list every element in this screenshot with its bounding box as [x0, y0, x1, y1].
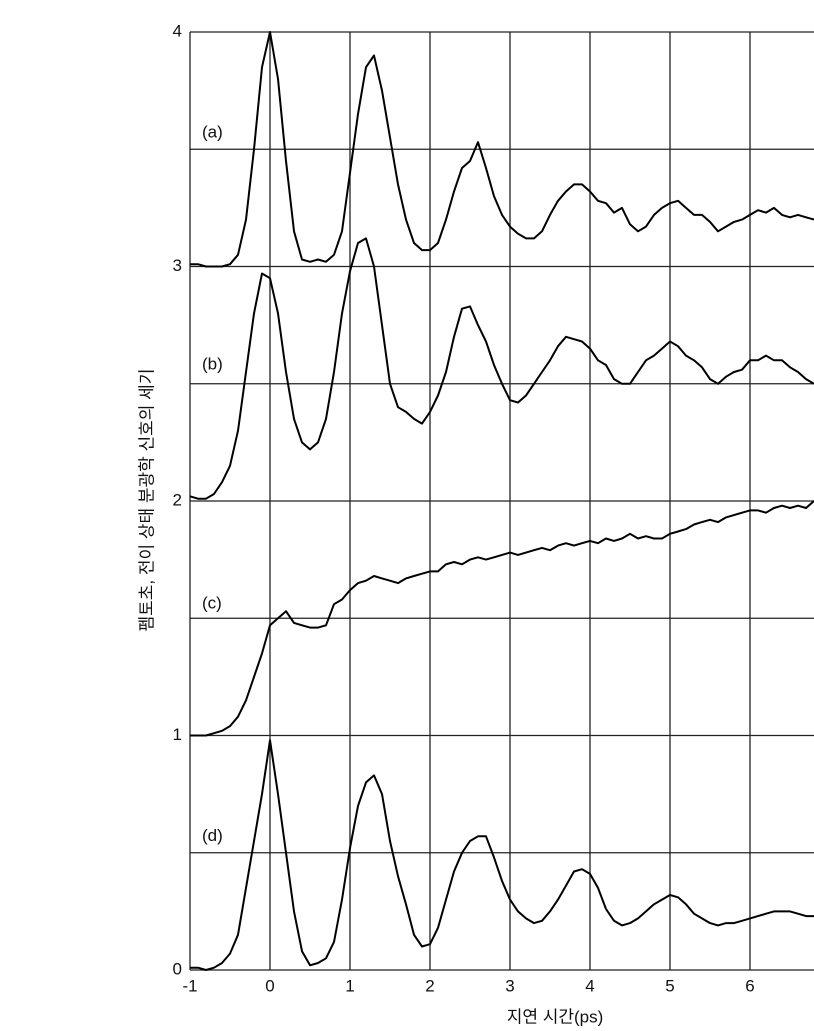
x-tick-label: 1: [345, 976, 354, 995]
x-tick-label: 6: [745, 976, 754, 995]
y-tick-label: 1: [173, 725, 182, 744]
x-tick-label: 2: [425, 976, 434, 995]
y-tick-label: 2: [173, 490, 182, 509]
y-axis-title: 펨토초, 전이 상태 분광학 신호의 세기: [137, 369, 156, 632]
x-tick-label: 0: [265, 976, 274, 995]
x-tick-label: -1: [182, 976, 197, 995]
y-tick-label: 3: [173, 256, 182, 275]
y-tick-label: 4: [173, 21, 182, 40]
x-axis-title: 지연 시간(ps): [507, 1007, 604, 1026]
x-tick-label: 4: [585, 976, 594, 995]
series-line: [190, 31, 814, 268]
series-line: [189, 237, 814, 500]
y-tick-label: 0: [173, 959, 182, 978]
series-label: (b): [202, 355, 223, 374]
series-label: (d): [202, 826, 223, 845]
x-tick-label: 3: [505, 976, 514, 995]
series-line: [190, 500, 814, 737]
series-label: (a): [202, 122, 223, 141]
x-tick-label: 5: [665, 976, 674, 995]
series-line: [190, 739, 814, 971]
series-label: (c): [202, 594, 222, 613]
